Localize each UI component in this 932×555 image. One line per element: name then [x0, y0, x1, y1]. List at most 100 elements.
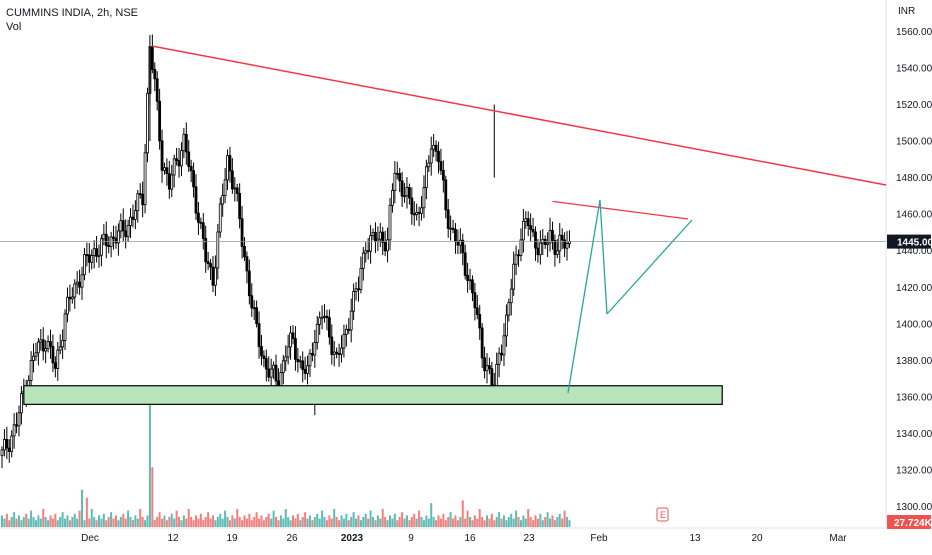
volume-bar	[8, 520, 11, 527]
price-tick-label: 1460.00	[896, 210, 932, 221]
volume-bar	[275, 517, 278, 527]
candle-body	[519, 239, 523, 256]
volume-marker[interactable]: E	[656, 507, 669, 522]
volume-bar	[546, 512, 549, 527]
drawing-annotations[interactable]	[0, 45, 887, 405]
candle-body	[315, 323, 319, 343]
candle-body	[10, 435, 14, 452]
volume-bar	[253, 517, 256, 527]
volume-bar	[265, 517, 268, 527]
candle-body	[245, 256, 249, 272]
candle-body	[87, 254, 91, 263]
candle-body	[235, 187, 239, 194]
candle-body	[306, 365, 309, 374]
volume-bar	[345, 513, 348, 527]
volume-bar	[98, 515, 100, 527]
candle-body	[490, 368, 494, 386]
candle-body	[369, 235, 373, 252]
candle-body	[475, 307, 479, 315]
volume-bar	[379, 518, 382, 527]
volume-bar	[61, 512, 64, 527]
price-tick-label: 1500.00	[896, 137, 932, 148]
candle-body	[400, 180, 404, 197]
candle-body	[354, 288, 358, 292]
volume-bar	[136, 518, 139, 527]
support-zone-rectangle	[23, 385, 723, 405]
volume-bar	[418, 510, 421, 527]
candle-body	[560, 234, 564, 241]
volume-bar	[401, 512, 404, 527]
candle-body	[274, 364, 278, 382]
candle-body	[228, 155, 232, 172]
candle-body	[415, 211, 419, 215]
last-price-tag-background	[887, 234, 931, 249]
volume-bar	[532, 520, 535, 527]
candle-body	[471, 279, 474, 294]
volume-bar	[483, 520, 486, 527]
volume-bar	[141, 517, 144, 527]
volume-bar	[444, 520, 447, 527]
volume-bar	[144, 520, 147, 527]
last-price-tag: 1445.00	[887, 234, 932, 249]
candle-body	[172, 158, 176, 176]
volume-bar	[13, 512, 16, 527]
volume-bar	[195, 515, 197, 527]
volume-bar	[437, 515, 440, 527]
volume-bar	[170, 513, 173, 527]
volume-tag-background	[887, 515, 931, 529]
volume-bar	[432, 517, 435, 527]
time-tick-label: 19	[226, 533, 238, 544]
candle-body	[286, 346, 290, 358]
candle-body	[376, 238, 380, 242]
candle-body	[454, 228, 457, 242]
candle-body	[260, 346, 263, 357]
candle-body	[213, 267, 217, 286]
volume-bar	[66, 515, 69, 527]
candle-body	[243, 246, 246, 258]
candle-body	[39, 339, 43, 343]
volume-bar	[161, 518, 164, 527]
candle-body	[206, 261, 210, 264]
volume-bar	[112, 518, 115, 527]
candle-body	[386, 239, 389, 252]
candle-body	[342, 333, 346, 349]
volume-bar	[47, 520, 50, 527]
volume-bar	[22, 517, 25, 527]
candle-body	[78, 281, 81, 288]
candle-body	[95, 248, 98, 257]
candle-body	[521, 221, 525, 241]
time-tick-label: Mar	[829, 533, 847, 544]
time-tick-label: Dec	[81, 533, 99, 544]
volume-bar	[502, 515, 505, 527]
candle-body	[12, 424, 16, 437]
volume-bar	[561, 518, 564, 527]
volume-bar	[355, 518, 358, 527]
volume-bar	[78, 510, 81, 527]
time-axis-labels: Dec 12 19 26 2023 9 16 23 Feb 13 20 Mar	[81, 533, 847, 544]
candle-body	[66, 296, 69, 315]
candle-body	[330, 336, 334, 355]
volume-bar	[481, 517, 484, 527]
candle-body	[155, 78, 159, 102]
candle-body	[381, 231, 385, 243]
time-tick-label: 26	[286, 533, 298, 544]
candle-body	[449, 227, 453, 230]
volume-bar	[182, 515, 185, 527]
candle-body	[97, 254, 101, 257]
volume-bar	[255, 512, 258, 527]
candle-body	[456, 241, 460, 246]
volume-bar	[90, 509, 93, 527]
volume-bar	[488, 518, 491, 527]
candle-body	[478, 314, 482, 329]
candle-body	[119, 220, 123, 232]
candle-body	[281, 360, 285, 373]
volume-bar	[541, 520, 544, 527]
candle-body	[53, 362, 57, 369]
volume-bar	[83, 520, 86, 527]
candle-body	[529, 225, 533, 230]
candle-body	[500, 352, 503, 356]
volume-bar	[262, 520, 265, 527]
volume-bar	[420, 517, 423, 527]
